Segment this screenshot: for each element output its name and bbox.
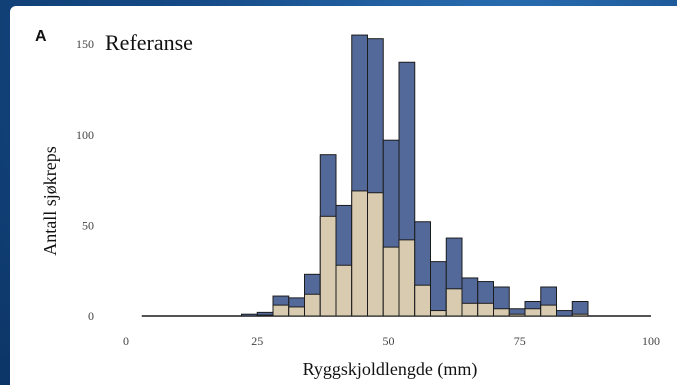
bar-lower (319, 215, 337, 317)
bar-lower (304, 293, 321, 317)
bar-lower (398, 239, 416, 317)
x-tick-label: 50 (383, 334, 395, 348)
bar-lower (461, 302, 479, 317)
bars-group (141, 34, 651, 317)
bar-lower (367, 192, 384, 317)
y-ticks: 0 50 100 150 (76, 37, 94, 323)
chart-panel: A Referanse Antall sjøkreps Ryggskjoldle… (10, 6, 677, 385)
bar-total (241, 313, 258, 317)
bar-lower (445, 288, 463, 317)
bar-total (556, 310, 573, 317)
bar-lower (351, 190, 368, 317)
x-tick-label: 75 (514, 334, 526, 348)
x-axis-label: Ryggskjoldlengde (mm) (303, 359, 478, 380)
bar-lower (288, 306, 305, 317)
bar-lower (540, 304, 557, 317)
bar-lower (524, 308, 542, 317)
y-tick-label: 50 (82, 218, 94, 232)
y-tick-label: 100 (76, 128, 94, 142)
bar-lower (430, 310, 447, 317)
chart-title: Referanse (105, 30, 193, 55)
bar-lower (571, 313, 589, 317)
x-ticks: 0 25 50 75 100 (123, 334, 660, 348)
bar-total (430, 261, 447, 317)
bar-lower (493, 308, 510, 317)
x-tick-label: 100 (642, 334, 660, 348)
bar-lower (414, 284, 431, 317)
x-tick-label: 0 (123, 334, 129, 348)
y-axis-label: Antall sjøkreps (40, 146, 60, 256)
y-tick-label: 150 (76, 37, 94, 51)
bar-lower (335, 264, 353, 317)
x-tick-label: 25 (251, 334, 263, 348)
bar-lower (256, 314, 274, 317)
histogram-chart: A Referanse Antall sjøkreps Ryggskjoldle… (35, 28, 660, 380)
bar-lower (272, 304, 290, 317)
bar-lower (477, 302, 494, 317)
bar-lower (382, 246, 400, 317)
y-tick-label: 0 (88, 309, 94, 323)
bar-lower (508, 313, 526, 317)
panel-letter: A (35, 28, 47, 45)
